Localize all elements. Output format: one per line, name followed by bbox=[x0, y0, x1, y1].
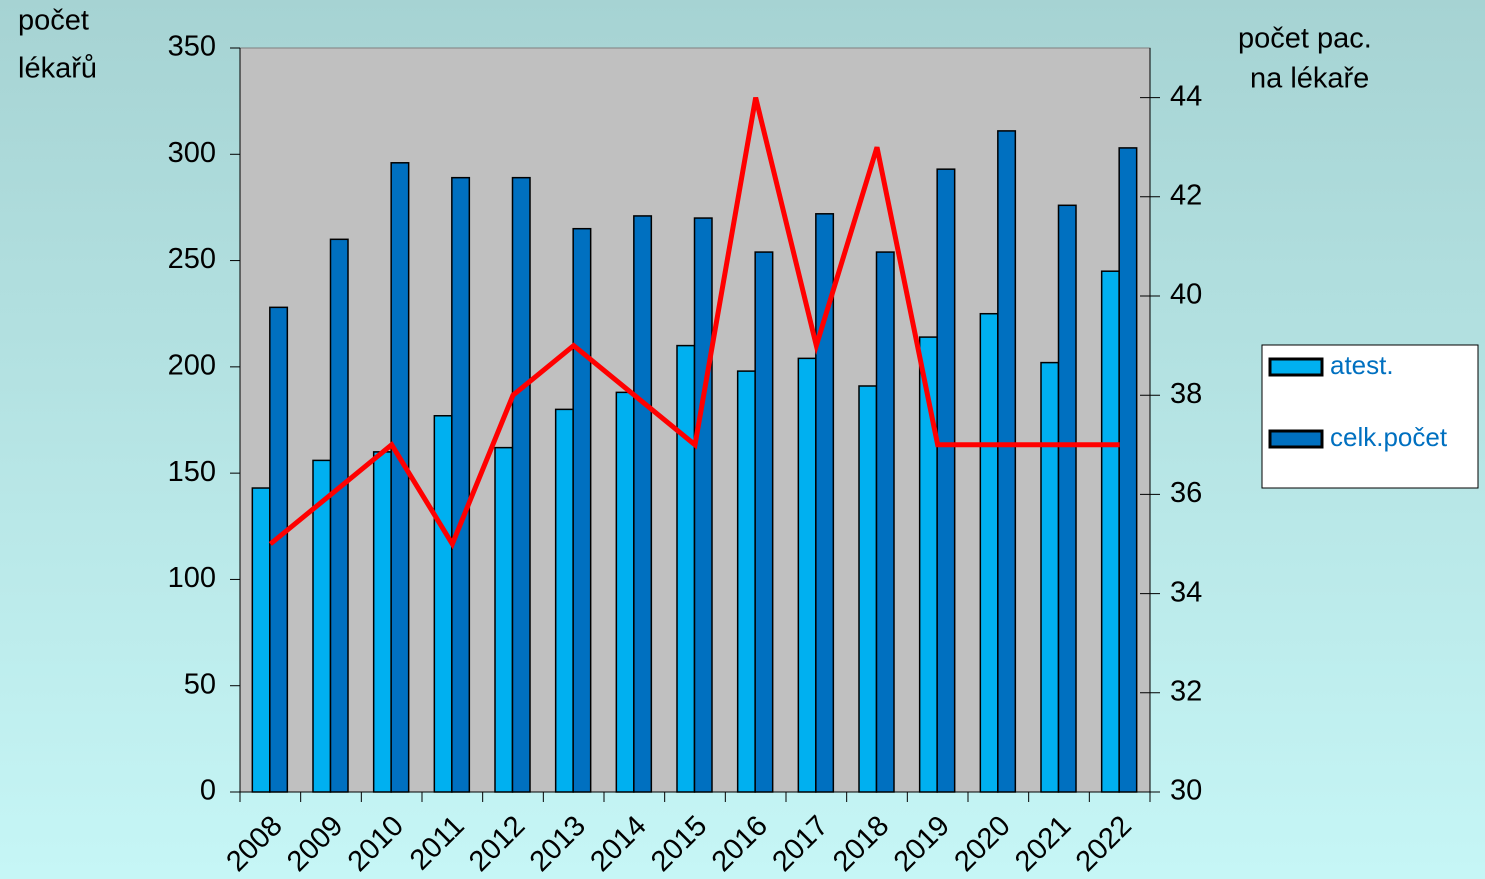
y2-tick-label: 32 bbox=[1170, 675, 1202, 707]
bar bbox=[754, 251, 774, 793]
bar bbox=[615, 391, 635, 793]
bar bbox=[633, 215, 653, 793]
bar bbox=[676, 344, 696, 793]
bar bbox=[797, 357, 817, 793]
bar bbox=[936, 168, 956, 793]
bar bbox=[329, 238, 349, 793]
bar bbox=[1057, 204, 1077, 793]
y-axis-label: počet bbox=[18, 5, 89, 37]
y-tick-label: 300 bbox=[168, 137, 216, 169]
legend-swatch bbox=[1268, 429, 1324, 449]
y2-axis-label: na lékaře bbox=[1250, 63, 1369, 95]
line bbox=[268, 97, 1120, 550]
bar bbox=[875, 251, 895, 793]
y-tick-label: 250 bbox=[168, 243, 216, 275]
bar bbox=[736, 370, 756, 793]
bar bbox=[451, 176, 471, 793]
bar bbox=[693, 217, 713, 793]
legend-swatch bbox=[1268, 357, 1324, 377]
y2-tick-label: 36 bbox=[1170, 477, 1202, 509]
bar bbox=[269, 306, 289, 793]
bar bbox=[251, 487, 271, 793]
bar bbox=[572, 227, 592, 793]
legend-label: atest. bbox=[1330, 350, 1394, 380]
y-axis-label: lékařů bbox=[18, 53, 97, 85]
legend-label: celk.počet bbox=[1330, 422, 1448, 452]
bar bbox=[372, 451, 392, 793]
bar bbox=[1100, 270, 1120, 793]
bar bbox=[815, 213, 835, 793]
bar bbox=[433, 414, 453, 793]
y2-tick-label: 40 bbox=[1170, 279, 1202, 311]
y2-tick-label: 44 bbox=[1170, 80, 1202, 112]
bar bbox=[858, 385, 878, 793]
bar bbox=[997, 130, 1017, 793]
y-tick-label: 0 bbox=[200, 775, 216, 807]
y2-tick-label: 42 bbox=[1170, 179, 1202, 211]
y2-tick-label: 34 bbox=[1170, 576, 1202, 608]
bar bbox=[1118, 147, 1138, 793]
y-tick-label: 50 bbox=[184, 668, 216, 700]
y-tick-label: 150 bbox=[168, 456, 216, 488]
y2-tick-label: 38 bbox=[1170, 378, 1202, 410]
bar bbox=[494, 446, 514, 793]
bar bbox=[554, 408, 574, 793]
y-tick-label: 100 bbox=[168, 562, 216, 594]
bar bbox=[1040, 361, 1060, 793]
bar bbox=[390, 162, 410, 793]
y-tick-label: 200 bbox=[168, 350, 216, 382]
y-tick-label: 350 bbox=[168, 31, 216, 63]
y2-tick-label: 30 bbox=[1170, 775, 1202, 807]
bar bbox=[511, 176, 531, 793]
y2-axis-label: počet pac. bbox=[1238, 23, 1372, 55]
bar bbox=[979, 312, 999, 793]
